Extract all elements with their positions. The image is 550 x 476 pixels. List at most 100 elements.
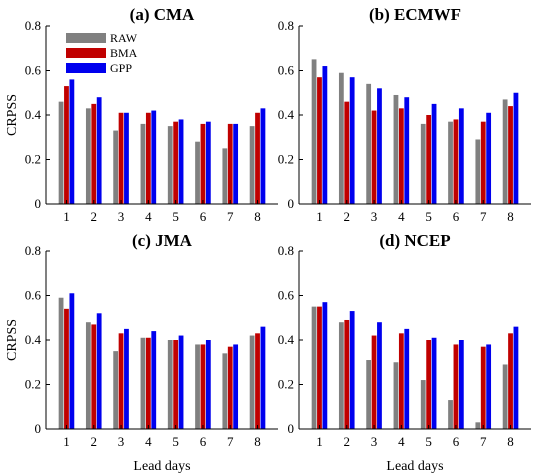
- panel-d-bar-gpp-day-6: [458, 340, 464, 429]
- panel-a-xtick-label: 4: [145, 209, 152, 224]
- panel-a-ytick-label: 0.6: [25, 63, 42, 78]
- panel-b-xtick-label: 2: [344, 209, 351, 224]
- panel-b: (b) ECMWF 0 0.2 0.4 0.6 0.8 1 2 3 4 5 6 7 8: [278, 5, 531, 224]
- panel-d-bar-gpp-day-5: [431, 337, 437, 429]
- panel-c-bar-bma-day-3: [118, 333, 124, 429]
- panel-c-xtick-label: 8: [254, 434, 261, 449]
- panel-d-axes: 0 0.2 0.4 0.6 0.8 1 2 3 4 5 6 7 8: [278, 243, 531, 449]
- panel-a-ylabel: CRPSS: [5, 94, 20, 136]
- panel-a-title: (a) CMA: [130, 5, 195, 24]
- panel-b-bar-raw-day-8: [502, 99, 508, 204]
- panel-a-bar-bma-day-5: [173, 121, 179, 204]
- panel-d-bar-bma-day-7: [480, 346, 486, 429]
- panel-c-bar-raw-day-6: [195, 344, 200, 429]
- panel-a-bar-bma-day-3: [118, 112, 124, 204]
- panel-a-bar-gpp-day-8: [260, 108, 266, 204]
- panel-b-bar-bma-day-6: [453, 119, 459, 204]
- legend-label-gpp: GPP: [110, 61, 132, 75]
- panel-b-xtick-label: 5: [425, 209, 432, 224]
- panel-b-xtick-label: 3: [371, 209, 378, 224]
- panel-a-ytick-label: 0.2: [25, 152, 41, 167]
- panel-c-bar-gpp-day-8: [260, 326, 266, 429]
- legend-label-raw: RAW: [110, 31, 138, 45]
- panel-d-bar-raw-day-7: [475, 422, 481, 429]
- panel-a-bar-gpp-day-1: [69, 79, 75, 204]
- panel-d-bar-bma-day-3: [371, 335, 377, 429]
- panel-d-xtick-label: 1: [316, 434, 323, 449]
- panel-c-bar-gpp-day-4: [151, 331, 157, 429]
- panel-a-bar-gpp-day-5: [178, 119, 184, 204]
- panel-c-bar-gpp-day-5: [178, 335, 184, 429]
- panel-c-xtick-label: 6: [200, 434, 207, 449]
- panel-c-ytick-label: 0.6: [25, 288, 42, 303]
- panel-d-xtick-label: 5: [425, 434, 432, 449]
- panel-a-ytick-label: 0.8: [25, 18, 41, 33]
- panel-a-bar-bma-day-4: [145, 112, 151, 204]
- panel-c-bar-bma-day-7: [227, 346, 233, 429]
- panel-a-bar-gpp-day-6: [205, 121, 211, 204]
- panel-d-ytick-label: 0.2: [278, 377, 294, 392]
- panel-a-bar-raw-day-4: [140, 123, 146, 204]
- panel-c: (c) JMA CRPSS Lead days 0 0.2 0.4 0.6 0.8 1 2 3…: [5, 231, 278, 474]
- panel-b-bar-gpp-day-5: [431, 103, 437, 205]
- legend-swatch-gpp: [66, 63, 106, 73]
- panel-d-bar-raw-day-2: [338, 322, 344, 429]
- panel-c-bar-raw-day-3: [113, 351, 119, 430]
- panel-b-bar-raw-day-1: [311, 59, 317, 205]
- panel-b-bar-gpp-day-1: [322, 66, 328, 204]
- panel-d-bar-bma-day-1: [317, 306, 322, 430]
- panel-d-bar-bma-day-4: [398, 333, 404, 429]
- panel-d-bar-bma-day-5: [426, 340, 432, 429]
- panel-a-bar-gpp-day-4: [151, 110, 157, 204]
- panel-c-ytick-label: 0.4: [25, 332, 42, 347]
- panel-a-xtick-label: 1: [63, 209, 70, 224]
- panel-d: (d) NCEP Lead days 0 0.2 0.4 0.6 0.8 1 2 3 4 5 6 7 8: [278, 231, 531, 474]
- panel-c-bar-bma-day-2: [91, 324, 97, 429]
- panel-b-bar-bma-day-7: [480, 121, 486, 204]
- panel-a-bar-bma-day-2: [91, 103, 97, 205]
- panel-a-bar-raw-day-7: [222, 148, 228, 205]
- panel-c-bar-gpp-day-1: [69, 293, 75, 429]
- panel-b-bar-gpp-day-8: [513, 92, 519, 204]
- panel-c-bar-raw-day-1: [58, 297, 64, 429]
- panel-b-ytick-label: 0.6: [278, 63, 295, 78]
- legend: RAW BMA GPP: [66, 31, 138, 75]
- panel-a-xtick-label: 3: [118, 209, 125, 224]
- panel-a-xtick-label: 5: [172, 209, 179, 224]
- panel-b-bar-gpp-day-2: [349, 77, 355, 204]
- panel-b-bar-bma-day-5: [426, 115, 432, 204]
- panel-c-bar-raw-day-5: [167, 340, 173, 429]
- panel-b-bar-gpp-day-4: [404, 97, 410, 204]
- panel-c-bar-raw-day-8: [249, 335, 255, 429]
- panel-a-bar-bma-day-6: [200, 123, 206, 204]
- panel-b-ytick-label: 0.4: [278, 107, 295, 122]
- panel-b-bar-bma-day-2: [344, 101, 350, 204]
- panel-a-bar-bma-day-8: [255, 112, 260, 204]
- panel-c-bar-bma-day-8: [255, 333, 260, 429]
- panel-c-bar-bma-day-1: [64, 308, 69, 429]
- panel-d-xlabel: Lead days: [386, 459, 443, 474]
- panel-b-bar-gpp-day-3: [377, 88, 382, 204]
- panel-a-bar-raw-day-5: [167, 126, 173, 204]
- panel-d-xtick-label: 6: [453, 434, 460, 449]
- panel-d-bar-raw-day-8: [502, 364, 508, 429]
- panel-c-bar-gpp-day-7: [233, 344, 239, 429]
- panel-a-bar-raw-day-1: [58, 101, 64, 204]
- panel-a-axes: 0 0.2 0.4 0.6 0.8 1 2 3 4 5 6 7 8: [25, 18, 278, 224]
- panel-c-bar-bma-day-6: [200, 344, 206, 429]
- panel-a-ytick-label: 0.4: [25, 107, 42, 122]
- panel-a-bar-raw-day-6: [195, 141, 200, 204]
- panel-d-title: (d) NCEP: [379, 231, 450, 250]
- panel-d-bar-gpp-day-2: [349, 311, 355, 429]
- panel-b-xtick-label: 4: [398, 209, 405, 224]
- panel-b-xtick-label: 1: [316, 209, 323, 224]
- panel-a-xtick-label: 6: [200, 209, 207, 224]
- panel-d-xtick-label: 4: [398, 434, 405, 449]
- panel-c-bar-raw-day-4: [140, 337, 146, 429]
- panel-b-bar-bma-day-8: [508, 106, 513, 204]
- panel-d-ytick-label: 0.6: [278, 288, 295, 303]
- panel-a-bar-raw-day-8: [249, 126, 255, 204]
- panel-c-ytick-label: 0.8: [25, 243, 41, 258]
- panel-c-xtick-label: 2: [91, 434, 98, 449]
- panel-d-ytick-label: 0.8: [278, 243, 294, 258]
